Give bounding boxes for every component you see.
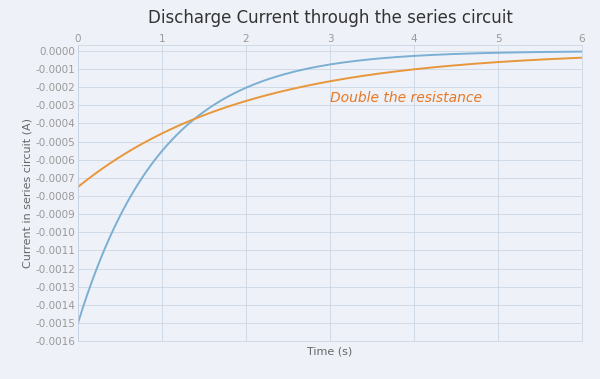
X-axis label: Time (s): Time (s)	[307, 347, 353, 357]
Title: Discharge Current through the series circuit: Discharge Current through the series cir…	[148, 9, 512, 27]
Text: Double the resistance: Double the resistance	[330, 91, 482, 105]
Y-axis label: Current in series circuit (A): Current in series circuit (A)	[23, 118, 32, 268]
